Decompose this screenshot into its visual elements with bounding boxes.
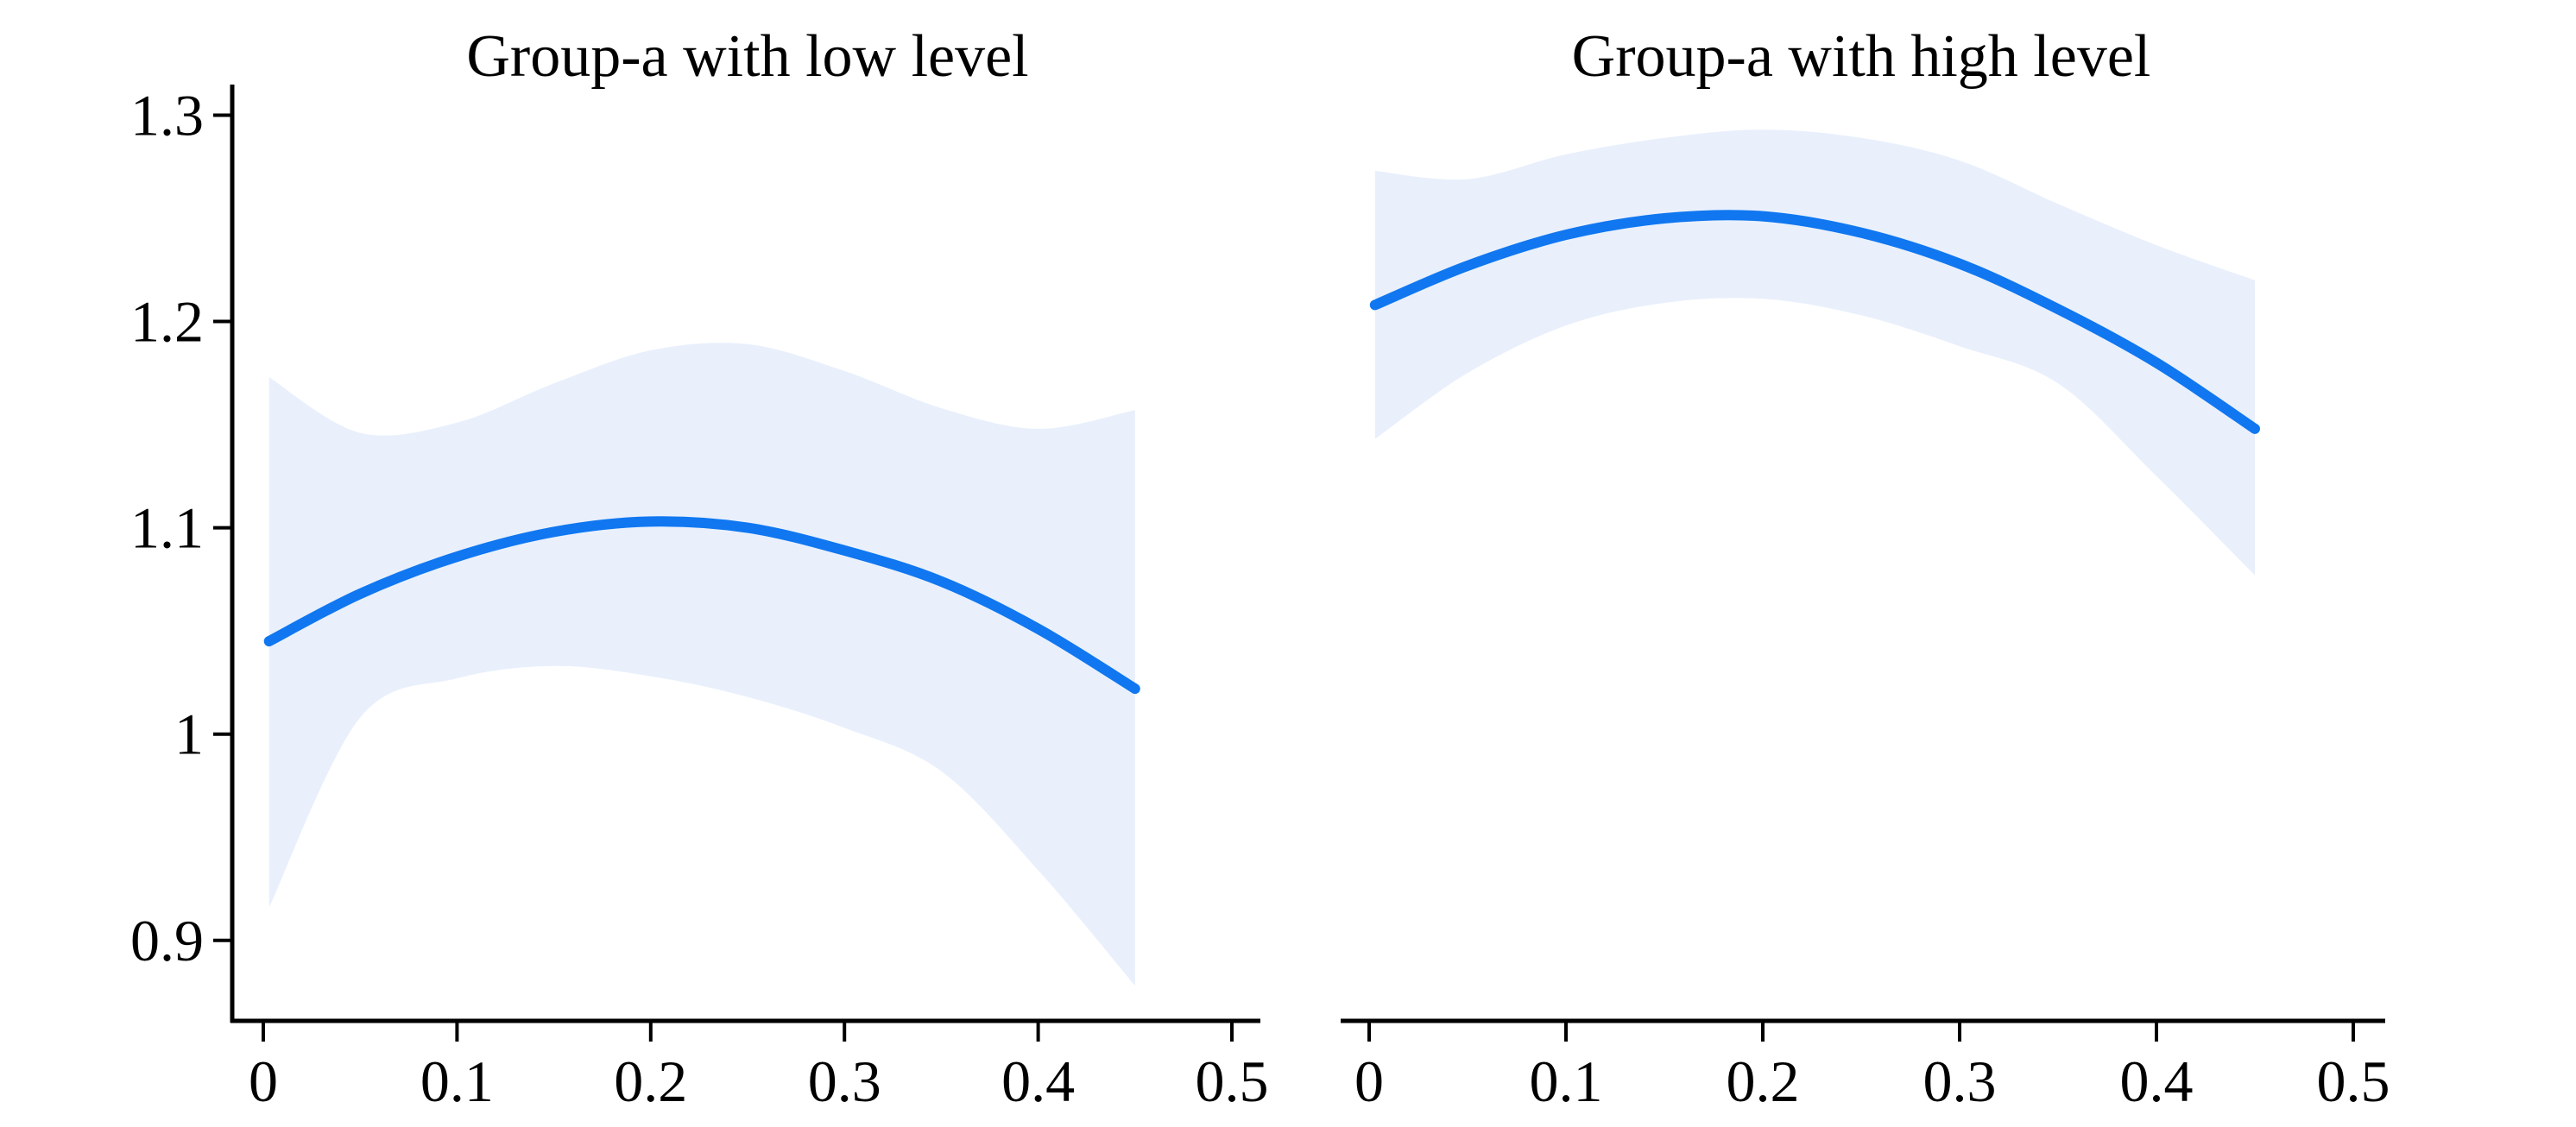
y-tick-label: 1.1 — [130, 495, 204, 561]
x-tick-label: 0.5 — [1196, 1048, 1269, 1114]
x-tick-label: 0.1 — [1530, 1048, 1603, 1114]
x-tick-label: 0.3 — [808, 1048, 881, 1114]
panel-high: 0 0.1 0.2 0.3 0.4 0.5 Group-a with high level — [1341, 23, 2390, 1114]
panel-low: 1.3 1.2 1.1 1 0.9 0 0.1 0.2 0.3 0.4 0.5 Group-a wit… — [130, 23, 1269, 1114]
y-tick-label: 1.3 — [130, 82, 204, 148]
x-tick-label: 0.2 — [1727, 1048, 1800, 1114]
y-tick-label: 1.2 — [130, 289, 204, 355]
fit-line — [1369, 210, 2260, 434]
confidence-band — [268, 343, 1135, 986]
y-tick-label: 0.9 — [130, 908, 204, 973]
x-tick-label: 0 — [1354, 1048, 1384, 1114]
fit-line — [263, 516, 1140, 695]
x-tick-label: 0.2 — [614, 1048, 687, 1114]
panel-title: Group-a with low level — [466, 23, 1028, 90]
x-tick-label: 0.4 — [2120, 1048, 2194, 1114]
x-tick-label: 0.1 — [420, 1048, 494, 1114]
x-tick-label: 0.5 — [2317, 1048, 2390, 1114]
x-tick-label: 0.3 — [1923, 1048, 1997, 1114]
panel-title: Group-a with high level — [1572, 23, 2151, 90]
x-tick-label: 0.4 — [1001, 1048, 1075, 1114]
confidence-band — [1374, 129, 2255, 576]
y-tick-label: 1 — [174, 702, 204, 767]
x-tick-label: 0 — [249, 1048, 278, 1114]
